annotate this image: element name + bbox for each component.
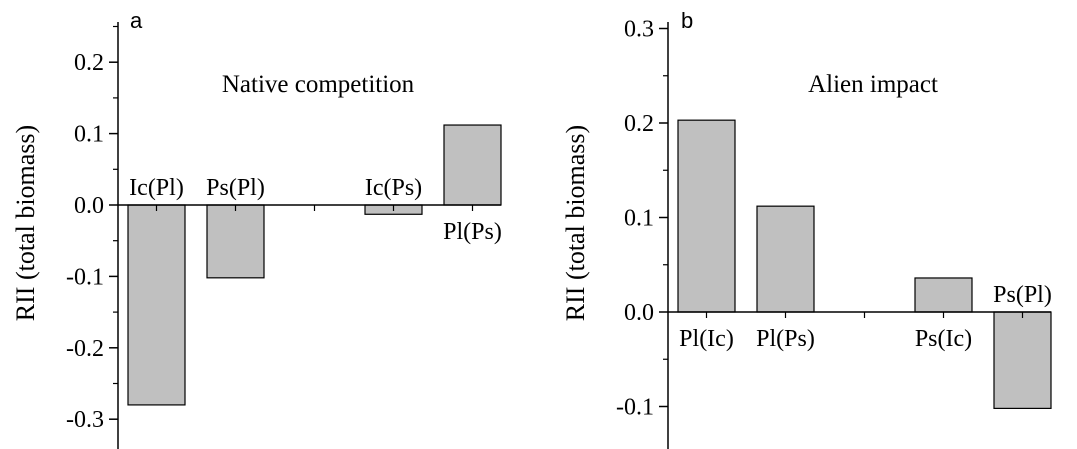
panel-b-y-tick-label-1: 0.0 bbox=[624, 300, 654, 326]
panel-a-letter: a bbox=[130, 8, 143, 33]
panel-b-y-tick-label-4: 0.3 bbox=[624, 17, 654, 43]
panel-b-bar-4 bbox=[993, 311, 1052, 409]
panel-b-category-label-3: Ps(Ic) bbox=[915, 326, 972, 352]
panel-b-bar-1 bbox=[756, 205, 815, 313]
panel-b-category-label-0: Pl(Ic) bbox=[679, 326, 734, 352]
panel-a-category-label-3: Ic(Ps) bbox=[365, 175, 422, 201]
panel-a-y-tick-label-2: -0.1 bbox=[66, 264, 104, 290]
panel-a-bar-4 bbox=[443, 124, 502, 206]
panel-a-category-label-4: Pl(Ps) bbox=[443, 219, 502, 245]
panel-a-category-label-1: Ps(Pl) bbox=[206, 175, 265, 201]
panel-a: a Native competition RII (total biomass)… bbox=[11, 8, 502, 449]
panel-b-y-axis-label: RII (total biomass) bbox=[561, 125, 590, 321]
panel-b-bar-3 bbox=[914, 277, 973, 313]
panel-b-title: Alien impact bbox=[808, 71, 938, 98]
panel-a-bar-1 bbox=[206, 204, 265, 279]
panel-b-y-tick-label-0: -0.1 bbox=[616, 395, 654, 421]
panel-a-title: Native competition bbox=[222, 71, 415, 98]
panel-b-category-label-1: Pl(Ps) bbox=[756, 326, 815, 352]
panel-a-category-label-0: Ic(Pl) bbox=[129, 175, 184, 201]
panel-a-y-axis-label: RII (total biomass) bbox=[11, 125, 40, 321]
panel-b-y-tick-label-3: 0.2 bbox=[624, 111, 654, 137]
panel-a-y-tick-label-0: -0.3 bbox=[66, 407, 104, 433]
panel-b-y-tick-label-2: 0.1 bbox=[624, 206, 654, 232]
panel-a-y-tick-label-3: 0.0 bbox=[74, 193, 104, 219]
panel-a-y-tick-label-5: 0.2 bbox=[74, 50, 104, 76]
panel-a-y-tick-label-4: 0.1 bbox=[74, 122, 104, 148]
panel-b: b Alien impact RII (total biomass) -0.1 0… bbox=[561, 8, 1052, 449]
panel-b-category-label-4: Ps(Pl) bbox=[993, 282, 1052, 308]
panel-a-bar-0 bbox=[127, 204, 186, 406]
panel-b-letter: b bbox=[681, 8, 693, 33]
panel-b-bar-0 bbox=[677, 119, 736, 313]
panel-a-y-tick-label-1: -0.2 bbox=[66, 336, 104, 362]
